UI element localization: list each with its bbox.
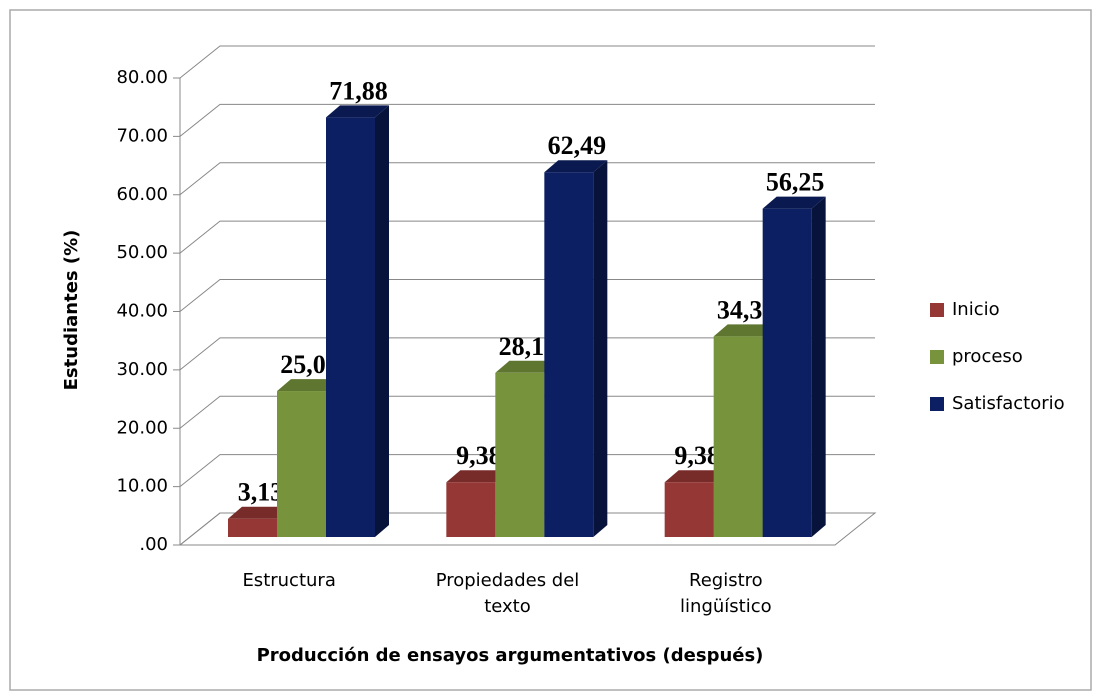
legend-label: Satisfactorio <box>952 393 1065 414</box>
value-label: 3,13 <box>238 478 284 507</box>
legend-swatch <box>930 397 944 411</box>
grid-line <box>179 45 875 79</box>
bar-top <box>544 160 608 173</box>
x-tick-label: Registro lingüístico <box>680 570 772 617</box>
value-label: 71,88 <box>329 76 388 105</box>
y-tick-label: 80.00 <box>116 67 168 88</box>
x-tick-label: Propiedades del texto <box>435 570 580 617</box>
grid-line <box>179 337 875 371</box>
bar <box>664 482 714 537</box>
value-label: 9,38 <box>674 441 720 470</box>
value-label: 9,38 <box>456 441 502 470</box>
bar <box>446 482 496 537</box>
grid-line <box>179 512 875 546</box>
y-tick-label: .00 <box>139 534 168 555</box>
bar-top <box>277 379 340 392</box>
grid-line <box>179 454 875 488</box>
bar <box>713 336 763 537</box>
legend-swatch <box>930 303 944 317</box>
bar-top <box>713 324 777 337</box>
bar-top <box>495 360 559 373</box>
y-tick-label: 40.00 <box>116 301 168 322</box>
bar <box>544 172 594 537</box>
bar-side <box>811 196 826 537</box>
y-tick-label: 50.00 <box>116 242 168 263</box>
legend-label: Inicio <box>952 299 1000 320</box>
bar-top <box>762 196 826 209</box>
bar-top <box>228 506 291 519</box>
bar-top <box>664 470 728 483</box>
y-tick-label: 20.00 <box>116 417 168 438</box>
y-tick-label: 70.00 <box>116 125 168 146</box>
grid-line <box>179 279 875 312</box>
chart-border <box>9 9 1092 691</box>
bar <box>495 372 545 537</box>
bar-side <box>375 105 389 537</box>
bar <box>326 117 375 537</box>
bar <box>228 518 277 537</box>
bar-top <box>326 105 389 118</box>
bar-side <box>593 160 608 537</box>
bar <box>277 391 326 537</box>
y-tick-label: 10.00 <box>116 476 168 497</box>
bar-top <box>446 470 510 483</box>
y-tick-label: 60.00 <box>116 184 168 205</box>
bar <box>762 208 812 537</box>
grid-line <box>179 395 875 429</box>
grid-line <box>179 162 875 196</box>
x-axis-title: Producción de ensayos argumentativos (de… <box>257 645 764 666</box>
y-axis-title: Estudiantes (%) <box>61 230 82 391</box>
grid-line <box>179 103 875 137</box>
x-tick-label: Estructura <box>242 570 336 591</box>
value-label: 62,49 <box>548 131 607 160</box>
legend-label: proceso <box>952 346 1023 367</box>
grid-line <box>179 220 875 254</box>
y-tick-label: 30.00 <box>116 359 168 380</box>
value-label: 56,25 <box>766 168 825 197</box>
legend-swatch <box>930 350 944 364</box>
